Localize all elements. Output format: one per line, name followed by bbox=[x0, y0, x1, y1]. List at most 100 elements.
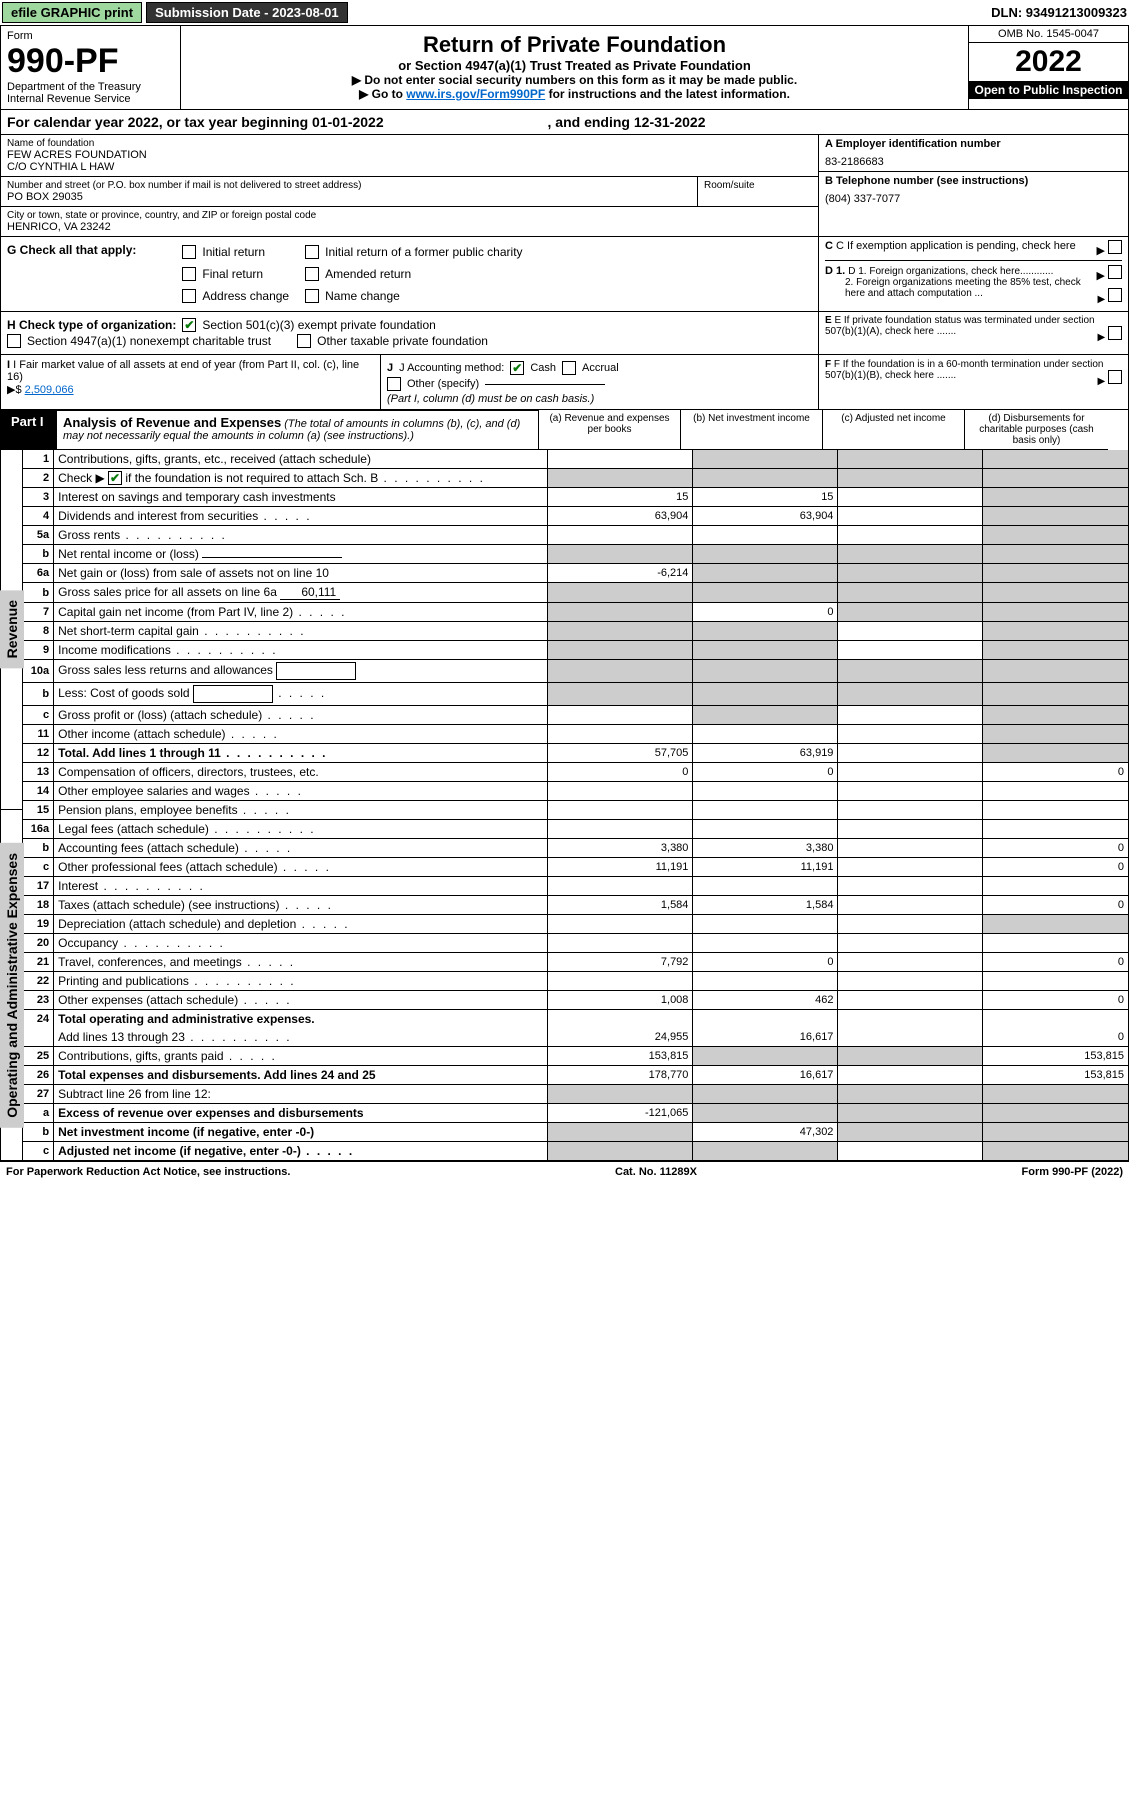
r16b-desc: Accounting fees (attach schedule) bbox=[54, 839, 548, 858]
cb-501c3[interactable] bbox=[182, 318, 196, 332]
cb-accrual[interactable] bbox=[562, 361, 576, 375]
r4-desc: Dividends and interest from securities bbox=[54, 507, 548, 526]
j-cash: Cash bbox=[530, 362, 556, 374]
d1-text: D 1. Foreign organizations, check here..… bbox=[848, 266, 1053, 277]
addr-label: Number and street (or P.O. box number if… bbox=[7, 180, 691, 191]
part1-title: Analysis of Revenue and Expenses bbox=[63, 415, 281, 430]
opt-amended: Amended return bbox=[325, 267, 411, 281]
r16b-a: 3,380 bbox=[548, 839, 693, 858]
fmv-link[interactable]: 2,509,066 bbox=[25, 384, 74, 396]
footer: For Paperwork Reduction Act Notice, see … bbox=[0, 1162, 1129, 1182]
table-row: cGross profit or (loss) (attach schedule… bbox=[23, 706, 1128, 725]
cb-amended[interactable] bbox=[305, 267, 319, 281]
r21-d: 0 bbox=[983, 953, 1128, 972]
analysis-table: 1Contributions, gifts, grants, etc., rec… bbox=[23, 450, 1128, 1161]
r24-desc2: Add lines 13 through 23 bbox=[54, 1028, 548, 1047]
r27c-desc: Adjusted net income (if negative, enter … bbox=[54, 1142, 548, 1161]
tax-year: 2022 bbox=[969, 43, 1128, 81]
address: PO BOX 29035 bbox=[7, 191, 691, 203]
r12-a: 57,705 bbox=[548, 744, 693, 763]
table-row: 11Other income (attach schedule) bbox=[23, 725, 1128, 744]
r23-d: 0 bbox=[983, 991, 1128, 1010]
j-note: (Part I, column (d) must be on cash basi… bbox=[387, 393, 812, 405]
d2-text: 2. Foreign organizations meeting the 85%… bbox=[845, 277, 1081, 299]
form-number: 990-PF bbox=[7, 42, 174, 81]
r15-desc: Pension plans, employee benefits bbox=[54, 801, 548, 820]
g-label: G Check all that apply: bbox=[7, 243, 136, 305]
omb-number: OMB No. 1545-0047 bbox=[969, 26, 1128, 43]
cb-cash[interactable] bbox=[510, 361, 524, 375]
cb-other-taxable[interactable] bbox=[297, 334, 311, 348]
r24-a: 24,955 bbox=[548, 1028, 693, 1047]
r8-desc: Net short-term capital gain bbox=[54, 622, 548, 641]
table-row: 24Total operating and administrative exp… bbox=[23, 1010, 1128, 1029]
opt-name: Name change bbox=[325, 289, 400, 303]
footer-left: For Paperwork Reduction Act Notice, see … bbox=[6, 1166, 290, 1178]
cb-address-change[interactable] bbox=[182, 289, 196, 303]
r25-desc: Contributions, gifts, grants paid bbox=[54, 1047, 548, 1066]
r16c-d: 0 bbox=[983, 858, 1128, 877]
form-title: Return of Private Foundation bbox=[187, 32, 962, 58]
goto-post: for instructions and the latest informat… bbox=[545, 87, 790, 101]
r27a-a: -121,065 bbox=[548, 1104, 693, 1123]
efile-button[interactable]: efile GRAPHIC print bbox=[2, 2, 142, 23]
table-row: 2Check ▶ if the foundation is not requir… bbox=[23, 469, 1128, 488]
table-row: 17Interest bbox=[23, 877, 1128, 896]
r22-desc: Printing and publications bbox=[54, 972, 548, 991]
table-row: 19Depreciation (attach schedule) and dep… bbox=[23, 915, 1128, 934]
r14-desc: Other employee salaries and wages bbox=[54, 782, 548, 801]
cb-initial-return[interactable] bbox=[182, 245, 196, 259]
cb-other-method[interactable] bbox=[387, 377, 401, 391]
expenses-label: Operating and Administrative Expenses bbox=[0, 843, 24, 1128]
form990pf-link[interactable]: www.irs.gov/Form990PF bbox=[406, 87, 545, 101]
r26-desc: Total expenses and disbursements. Add li… bbox=[54, 1066, 548, 1085]
cb-name-change[interactable] bbox=[305, 289, 319, 303]
r16b-d: 0 bbox=[983, 839, 1128, 858]
section-ij: I I Fair market value of all assets at e… bbox=[1, 355, 1128, 410]
cb-4947[interactable] bbox=[7, 334, 21, 348]
ssn-note: ▶ Do not enter social security numbers o… bbox=[187, 73, 962, 87]
form-container: Form 990-PF Department of the Treasury I… bbox=[0, 25, 1129, 1162]
cb-60month[interactable] bbox=[1108, 370, 1122, 384]
j-label: J Accounting method: bbox=[399, 362, 504, 374]
name-label: Name of foundation bbox=[7, 138, 812, 149]
r5b-desc: Net rental income or (loss) bbox=[54, 545, 548, 564]
r21-a: 7,792 bbox=[548, 953, 693, 972]
table-row: 12Total. Add lines 1 through 1157,70563,… bbox=[23, 744, 1128, 763]
dept-treasury: Department of the Treasury bbox=[7, 81, 174, 93]
table-row: cAdjusted net income (if negative, enter… bbox=[23, 1142, 1128, 1161]
city: HENRICO, VA 23242 bbox=[7, 221, 812, 233]
r4-a: 63,904 bbox=[548, 507, 693, 526]
col-b-header: (b) Net investment income bbox=[681, 410, 823, 450]
table-row: 23Other expenses (attach schedule)1,0084… bbox=[23, 991, 1128, 1010]
cb-exemption[interactable] bbox=[1108, 240, 1122, 254]
h-opt1: Section 501(c)(3) exempt private foundat… bbox=[202, 318, 435, 332]
cb-terminated[interactable] bbox=[1108, 326, 1122, 340]
table-row: 6aNet gain or (loss) from sale of assets… bbox=[23, 564, 1128, 583]
goto-note: ▶ Go to www.irs.gov/Form990PF for instru… bbox=[187, 87, 962, 101]
form-header: Form 990-PF Department of the Treasury I… bbox=[1, 26, 1128, 110]
r6a-a: -6,214 bbox=[548, 564, 693, 583]
table-row: 8Net short-term capital gain bbox=[23, 622, 1128, 641]
ein-label: A Employer identification number bbox=[825, 138, 1122, 150]
table-row: 22Printing and publications bbox=[23, 972, 1128, 991]
r21-b: 0 bbox=[693, 953, 838, 972]
table-row: 10aGross sales less returns and allowanc… bbox=[23, 660, 1128, 683]
table-row: 13Compensation of officers, directors, t… bbox=[23, 763, 1128, 782]
cb-final-return[interactable] bbox=[182, 267, 196, 281]
j-other: Other (specify) bbox=[407, 378, 479, 390]
foundation-name2: C/O CYNTHIA L HAW bbox=[7, 161, 812, 173]
h-label: H Check type of organization: bbox=[7, 318, 176, 332]
r25-d: 153,815 bbox=[983, 1047, 1128, 1066]
r24-b: 16,617 bbox=[693, 1028, 838, 1047]
footer-right: Form 990-PF (2022) bbox=[1022, 1166, 1123, 1178]
cb-85pct[interactable] bbox=[1108, 288, 1122, 302]
r23-a: 1,008 bbox=[548, 991, 693, 1010]
table-row: 18Taxes (attach schedule) (see instructi… bbox=[23, 896, 1128, 915]
r27b-desc: Net investment income (if negative, ente… bbox=[54, 1123, 548, 1142]
cb-foreign[interactable] bbox=[1108, 265, 1122, 279]
side-labels: Revenue Operating and Administrative Exp… bbox=[1, 450, 23, 1161]
cb-initial-former[interactable] bbox=[305, 245, 319, 259]
table-row: 9Income modifications bbox=[23, 641, 1128, 660]
cb-sch-b[interactable] bbox=[108, 471, 122, 485]
